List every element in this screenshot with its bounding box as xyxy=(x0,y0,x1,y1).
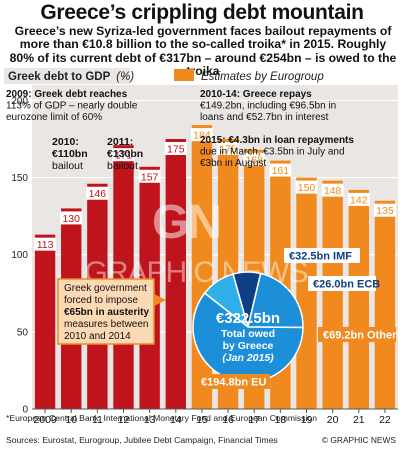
credit: © GRAPHIC NEWS xyxy=(321,435,396,445)
bar-label-bg xyxy=(269,163,292,177)
bar-label-bg xyxy=(243,152,266,166)
bar-2009 xyxy=(34,234,56,409)
bar-value-label: 146 xyxy=(89,188,107,200)
x-tick-label: 14 xyxy=(170,414,182,426)
pie-subtitle-2: by Greece xyxy=(223,340,274,352)
pie-label-box-eu xyxy=(196,374,270,389)
pie-subtitle-1: Total owed xyxy=(221,328,275,340)
y-axis-label: Greek debt to GDP (%) xyxy=(8,71,134,83)
bar-20 xyxy=(322,180,343,409)
bar-value-label: 130 xyxy=(62,213,80,225)
pie-label-box-ecb xyxy=(308,276,376,291)
sources: Sources: Eurostat, Eurogroup, Jubilee De… xyxy=(6,435,278,445)
bar-value-label: 168 xyxy=(245,154,263,166)
watermark-logo: GN xyxy=(152,196,220,249)
x-tick-label: 12 xyxy=(118,414,130,426)
bar-14 xyxy=(165,139,186,409)
x-tick-label: 11 xyxy=(92,414,103,426)
y-tick-label: 200 xyxy=(11,96,28,107)
bar-value-label: 161 xyxy=(272,165,290,177)
bar-value-label: 150 xyxy=(298,182,316,194)
x-tick-label: 10 xyxy=(65,414,77,426)
pie-total: €322.5bn xyxy=(216,310,280,327)
pie-label-ecb: €26.0bn ECB xyxy=(313,279,380,291)
bar-value-label: 113 xyxy=(37,239,54,251)
bar-label-bg xyxy=(112,148,135,162)
bar-label-bg xyxy=(217,142,240,155)
bar-22 xyxy=(374,200,396,409)
y-label-box xyxy=(4,68,130,84)
debt-pie-chart xyxy=(192,271,304,383)
bar-label-bg xyxy=(60,211,83,225)
annotation-2010-14: 2010-14: Greece repays €149.2bn, includi… xyxy=(200,89,339,123)
x-tick-label: 20 xyxy=(327,414,339,426)
bar-value-label: 175 xyxy=(219,144,237,156)
bar-label-bg xyxy=(164,142,187,155)
bar-label-bg xyxy=(86,186,109,200)
bar-label-bg xyxy=(347,192,370,206)
annotation-2011: 2011: €130bn bailout xyxy=(107,136,146,172)
pie-label-eu: €194.8bn EU xyxy=(201,377,266,389)
y-axis: 0 50 100 150 200 xyxy=(11,96,28,416)
bar-label-bg xyxy=(138,169,161,183)
austerity-callout: Greek government forced to impose €65bn … xyxy=(57,278,166,345)
bar-value-label: 135 xyxy=(376,205,394,217)
x-tick-label: 13 xyxy=(144,414,156,426)
chart-subtitle: Greece’s new Syriza-led government faces… xyxy=(9,24,397,79)
bar-value-label: 171 xyxy=(115,150,133,162)
bar-label-bg xyxy=(34,237,57,251)
bar-value-label: 184 xyxy=(193,130,211,142)
pie-label-other: €69.2bn Other xyxy=(323,330,397,342)
y-tick-label: 50 xyxy=(17,327,29,338)
x-tick-label: 17 xyxy=(248,414,260,426)
legend-swatch-estimate xyxy=(174,69,194,81)
bar-19 xyxy=(296,177,317,409)
y-tick-label: 100 xyxy=(11,250,28,261)
x-tick-label: 19 xyxy=(301,414,313,426)
x-axis: 2009 10 11 12 13 14 15 16 17 18 19 20 21 22 xyxy=(32,408,398,426)
bar-label-bg xyxy=(321,183,344,197)
bar-value-label: 175 xyxy=(167,144,185,156)
x-tick-label: 15 xyxy=(196,414,208,426)
pie-label-imf: €32.5bn IMF xyxy=(289,251,352,263)
bar-label-bg xyxy=(373,203,396,217)
legend-label-estimate: Estimates by Eurogroup xyxy=(201,71,324,83)
bar-label-bg xyxy=(295,180,318,194)
x-tick-label: 2009 xyxy=(33,414,57,426)
x-tick-label: 21 xyxy=(353,414,365,426)
bar-value-label: 157 xyxy=(141,171,159,183)
bar-value-label: 142 xyxy=(350,194,368,206)
annotation-2009: 2009: Greek debt reaches 113% of GDP – n… xyxy=(6,89,140,123)
annotation-2015: 2015: €4.3bn in loan repayments due in M… xyxy=(200,135,357,169)
pie-subtitle-3: (Jan 2015) xyxy=(222,352,274,364)
y-tick-label: 150 xyxy=(11,173,28,184)
footnote-troika: *European Central Bank, International Mo… xyxy=(6,413,317,423)
austerity-text: Greek government forced to impose €65bn … xyxy=(64,283,152,342)
page-title: Greece’s crippling debt mountain xyxy=(40,1,364,24)
x-tick-label: 16 xyxy=(222,414,234,426)
bar-value-label: 148 xyxy=(324,185,342,197)
x-tick-label: 22 xyxy=(379,414,391,426)
pie-label-box-other xyxy=(318,327,396,342)
pie-slice-other xyxy=(247,272,304,329)
bar-label-bg xyxy=(190,128,213,142)
bar-21 xyxy=(348,189,369,409)
x-tick-label: 18 xyxy=(275,414,287,426)
y-tick-label: 0 xyxy=(22,405,28,416)
pie-label-box-imf xyxy=(284,248,360,263)
annotation-2010: 2010: €110bn bailout xyxy=(52,136,91,172)
